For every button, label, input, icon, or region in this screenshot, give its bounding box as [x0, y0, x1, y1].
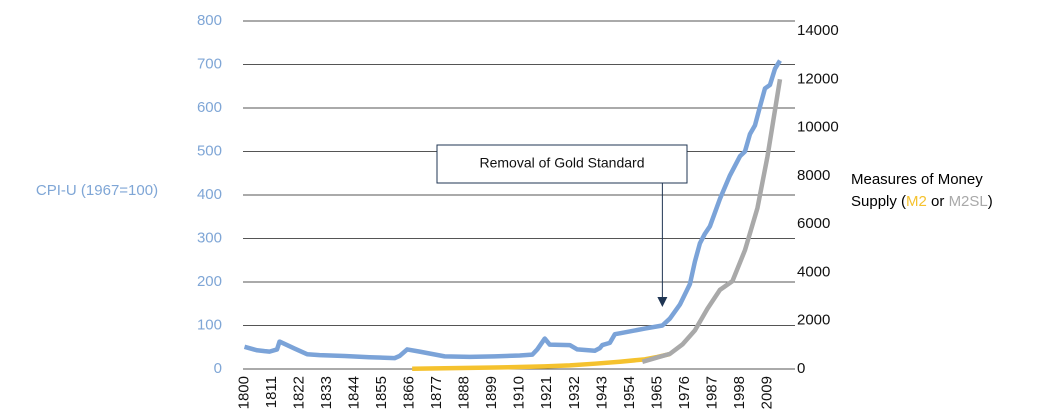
x-tick-label: 1899: [483, 376, 500, 409]
x-tick-label: 1932: [566, 376, 583, 409]
legend-m2sl: M2SL: [949, 193, 988, 210]
legend-m2: M2: [906, 193, 927, 210]
y-tick-label: 200: [197, 273, 222, 290]
x-tick-label: 1921: [538, 376, 555, 409]
y-tick-label: 800: [197, 12, 222, 29]
x-tick-label: 1877: [428, 376, 445, 409]
y2-tick-label: 12000: [797, 70, 839, 87]
x-tick-label: 1943: [593, 376, 610, 409]
x-tick-label: 1800: [235, 376, 252, 409]
annotation-text: Removal of Gold Standard: [480, 155, 645, 171]
y2-tick-label: 10000: [797, 119, 839, 136]
series-line: [243, 59, 782, 361]
y2-axis-label: Measures of Money: [851, 171, 983, 188]
x-tick-label: 1976: [676, 376, 693, 409]
y-tick-label: 100: [197, 316, 222, 333]
y-tick-label: 300: [197, 229, 222, 246]
series-line: [641, 78, 783, 364]
x-tick-label: 1888: [456, 376, 473, 409]
y2-tick-label: 6000: [797, 215, 830, 232]
y2-tick-label: 8000: [797, 167, 830, 184]
x-tick-label: 1998: [731, 376, 748, 409]
y2-tick-label: 4000: [797, 263, 830, 280]
y2-axis-label-part: or: [927, 193, 949, 210]
x-tick-label: 1811: [263, 376, 280, 408]
y-tick-label: 700: [197, 55, 222, 72]
x-tick-label: 1954: [621, 376, 638, 409]
y-tick-label: 500: [197, 142, 222, 159]
x-tick-label: 1833: [318, 376, 335, 409]
x-tick-label: 1844: [346, 376, 363, 409]
y-axis-label: CPI-U (1967=100): [36, 182, 158, 199]
annotation-arrowhead: [657, 297, 668, 307]
annotation-box: [436, 144, 688, 184]
y-tick-label: 600: [197, 99, 222, 116]
y2-tick-label: 14000: [797, 22, 839, 39]
x-tick-label: 1822: [291, 376, 308, 409]
y2-axis-label-part: Supply (: [851, 193, 906, 210]
y2-tick-label: 2000: [797, 312, 830, 329]
y2-axis-label-part: ): [988, 193, 993, 210]
y2-tick-label: 0: [797, 360, 805, 377]
x-tick-label: 1910: [511, 376, 528, 409]
x-tick-label: 1866: [401, 376, 418, 409]
x-tick-label: 1965: [648, 376, 665, 409]
x-tick-label: 1987: [703, 376, 720, 409]
x-tick-label: 1855: [373, 376, 390, 409]
y-tick-label: 400: [197, 186, 222, 203]
y2-axis-label: Supply (M2 or M2SL): [851, 193, 993, 210]
y-tick-label: 0: [214, 360, 222, 377]
x-tick-label: 2009: [758, 376, 775, 409]
